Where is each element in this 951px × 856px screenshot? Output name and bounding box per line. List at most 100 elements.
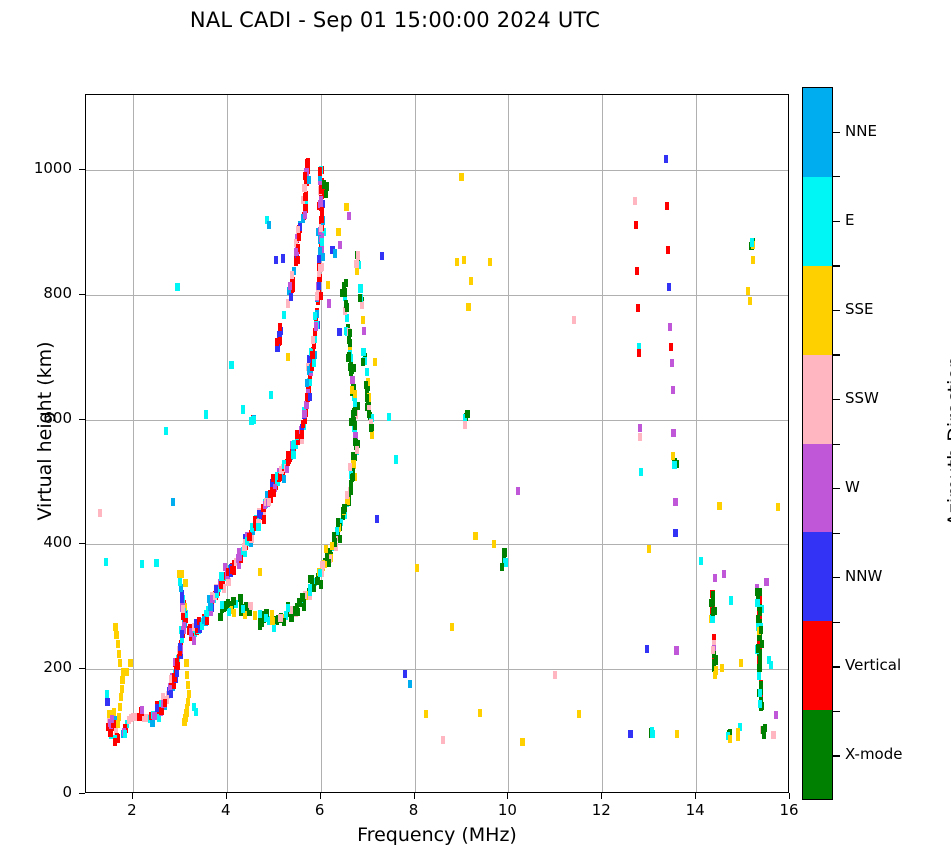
- echo-point: [669, 343, 673, 351]
- echo-point: [758, 661, 762, 669]
- echo-point: [327, 299, 331, 307]
- echo-point: [350, 376, 354, 384]
- echo-point: [728, 735, 732, 743]
- echo-point: [750, 238, 754, 246]
- x-tick-label: 2: [112, 801, 152, 819]
- echo-point: [289, 293, 293, 301]
- echo-point: [264, 614, 268, 622]
- echo-point: [751, 256, 755, 264]
- echo-point: [182, 622, 186, 630]
- echo-point: [319, 224, 323, 232]
- colorbar-title: Azimuth Direction: [944, 261, 951, 621]
- echo-point: [761, 726, 765, 734]
- echo-point: [710, 615, 714, 623]
- echo-point: [757, 672, 761, 680]
- echo-point: [300, 430, 304, 438]
- colorbar-boundary-tick: [833, 265, 840, 266]
- echo-point: [358, 294, 362, 302]
- colorbar-band-nne: [803, 88, 832, 177]
- colorbar-label-x-mode: X-mode: [845, 745, 902, 763]
- echo-point: [164, 427, 168, 435]
- colorbar-band-ssw: [803, 355, 832, 444]
- echo-point: [119, 693, 123, 701]
- echo-point: [638, 424, 642, 432]
- echo-point: [349, 418, 353, 426]
- echo-point: [671, 452, 675, 460]
- echo-point: [325, 553, 329, 561]
- echo-point: [302, 603, 306, 611]
- echo-point: [667, 283, 671, 291]
- echo-point: [353, 438, 357, 446]
- echo-point: [258, 610, 262, 618]
- echo-point: [183, 579, 187, 587]
- colorbar-band-e: [803, 177, 832, 266]
- colorbar-tick: [833, 666, 840, 667]
- echo-point: [325, 182, 329, 190]
- page-title: NAL CADI - Sep 01 15:00:00 2024 UTC: [0, 8, 790, 32]
- plot-area: [85, 94, 789, 793]
- echo-point: [226, 578, 230, 586]
- echo-point: [711, 608, 715, 616]
- echo-point: [319, 196, 323, 204]
- echo-point: [355, 267, 359, 275]
- colorbar-tick: [833, 488, 840, 489]
- echo-point: [292, 440, 296, 448]
- colorbar: [802, 87, 833, 800]
- echo-point: [337, 328, 341, 336]
- echo-point: [226, 599, 230, 607]
- x-tick: [132, 793, 133, 799]
- echo-point: [375, 515, 379, 523]
- echo-point: [346, 354, 350, 362]
- echo-point: [293, 608, 297, 616]
- colorbar-boundary-tick: [833, 622, 840, 623]
- echo-point: [256, 523, 260, 531]
- echo-point: [282, 475, 286, 483]
- echo-point: [356, 251, 360, 259]
- echo-point: [302, 184, 306, 192]
- x-tick: [789, 793, 790, 799]
- echo-point: [756, 615, 760, 623]
- echo-point: [639, 468, 643, 476]
- echo-point: [361, 316, 365, 324]
- echo-point: [194, 708, 198, 716]
- echo-point: [247, 533, 251, 541]
- echo-point: [722, 570, 726, 578]
- echo-point: [664, 155, 668, 163]
- echo-point: [645, 645, 649, 653]
- echo-point: [231, 597, 235, 605]
- x-tick: [320, 793, 321, 799]
- x-tick: [414, 793, 415, 799]
- colorbar-boundary-tick: [833, 533, 840, 534]
- echo-point: [361, 348, 365, 356]
- y-tick: [79, 793, 85, 794]
- echo-point: [520, 738, 524, 746]
- echo-point: [113, 738, 117, 746]
- y-tick-label: 200: [12, 658, 72, 676]
- echo-point: [373, 358, 377, 366]
- echo-point: [365, 368, 369, 376]
- x-tick: [695, 793, 696, 799]
- y-tick-label: 0: [12, 783, 72, 801]
- echo-point: [674, 646, 678, 654]
- echo-point: [628, 730, 632, 738]
- echo-point: [492, 540, 496, 548]
- colorbar-tick: [833, 221, 840, 222]
- echo-point: [272, 489, 276, 497]
- y-axis-title: Virtual height (km): [34, 251, 56, 611]
- echo-point: [125, 668, 129, 676]
- echo-point: [140, 560, 144, 568]
- echo-point: [311, 336, 315, 344]
- echo-point: [324, 190, 328, 198]
- echo-point: [670, 359, 674, 367]
- echo-point: [502, 548, 506, 556]
- colorbar-label-vertical: Vertical: [845, 656, 901, 674]
- colorbar-label-nne: NNE: [845, 122, 877, 140]
- colorbar-tick: [833, 577, 840, 578]
- echo-point: [665, 202, 669, 210]
- echo-point: [178, 643, 182, 651]
- ionogram-figure: NAL CADI - Sep 01 15:00:00 2024 UTC 2468…: [0, 0, 951, 856]
- colorbar-boundary-tick: [833, 176, 840, 177]
- echo-point: [220, 601, 224, 609]
- echo-point: [387, 413, 391, 421]
- x-tick: [226, 793, 227, 799]
